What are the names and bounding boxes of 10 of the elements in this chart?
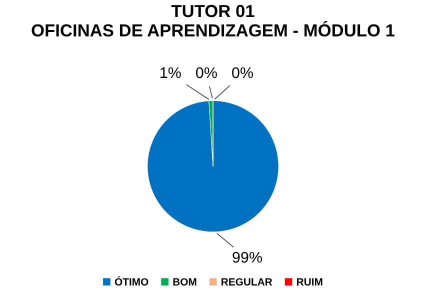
legend-label: RUIM xyxy=(297,278,322,286)
legend-label: REGULAR xyxy=(222,278,272,286)
legend-label: ÓTIMO xyxy=(114,276,148,286)
data-label: 1% xyxy=(160,67,181,78)
text: 0% xyxy=(232,67,253,78)
data-label: 99% xyxy=(232,252,262,263)
text: 0% xyxy=(196,67,217,78)
chart-title: TUTOR 01 OFICINAS DE APRENDIZAGEM - MÓDULO 1 xyxy=(32,4,394,37)
legend-label: BOM xyxy=(173,278,196,286)
pie-slice xyxy=(147,100,279,232)
